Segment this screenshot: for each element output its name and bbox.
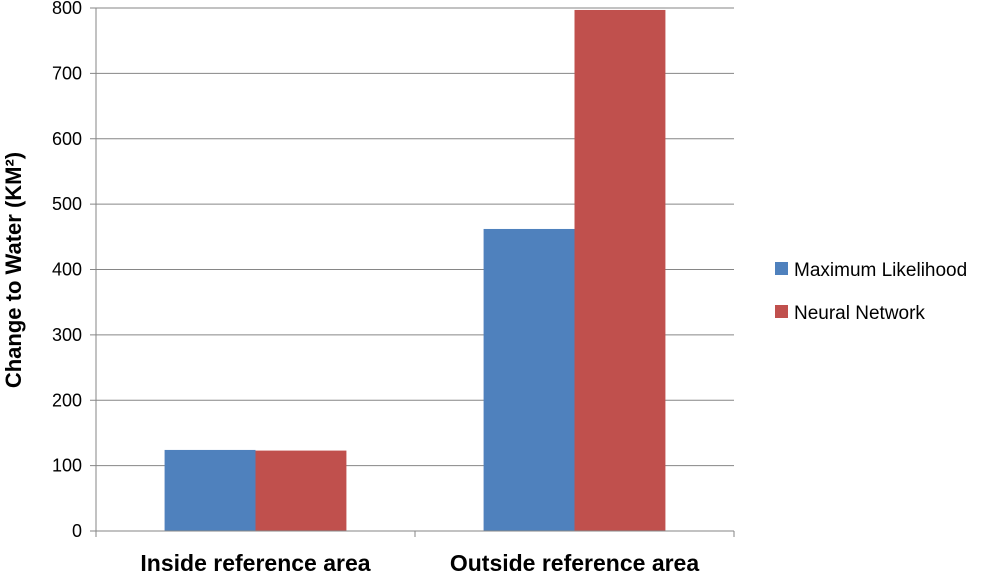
y-tick-label: 300 xyxy=(52,325,82,345)
y-tick-label: 0 xyxy=(72,521,82,541)
bar xyxy=(255,450,347,531)
legend-label: Maximum Likelihood xyxy=(794,260,967,281)
legend: Maximum Likelihood Neural Network xyxy=(775,260,967,324)
y-tick-label: 200 xyxy=(52,390,82,410)
bar xyxy=(574,9,666,532)
x-tick-label: Outside reference area xyxy=(450,550,700,576)
axes xyxy=(95,8,735,537)
y-tick-label: 700 xyxy=(52,63,82,83)
y-tick-label: 500 xyxy=(52,194,82,214)
y-tick-labels: 0 100 200 300 400 500 600 700 800 xyxy=(52,0,82,541)
legend-swatch xyxy=(775,262,788,275)
x-tick-label: Inside reference area xyxy=(140,550,370,576)
legend-swatch xyxy=(775,305,788,318)
y-tick-label: 800 xyxy=(52,0,82,18)
bar xyxy=(483,228,575,531)
y-tick-label: 600 xyxy=(52,129,82,149)
y-axis-title: Change to Water (KM²) xyxy=(1,152,26,388)
bars xyxy=(164,9,666,532)
y-tick-label: 100 xyxy=(52,456,82,476)
x-tick-labels: Inside reference area Outside reference a… xyxy=(140,550,699,576)
y-tick-label: 400 xyxy=(52,260,82,280)
bar xyxy=(164,449,256,531)
legend-label: Neural Network xyxy=(794,303,925,324)
